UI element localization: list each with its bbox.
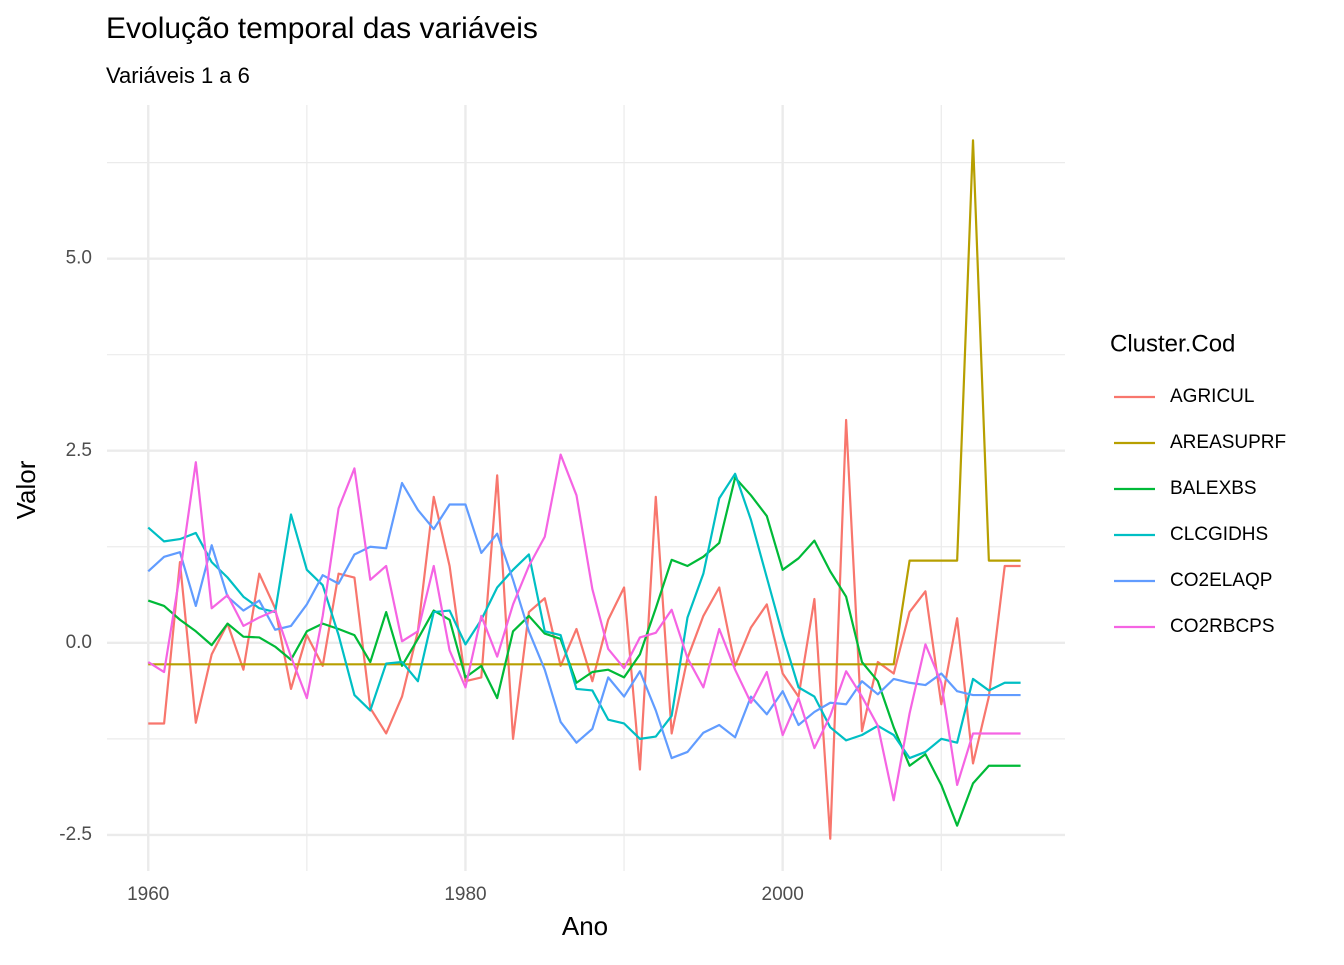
- legend-label: CLCGIDHS: [1170, 524, 1268, 545]
- legend-title: Cluster.Cod: [1110, 330, 1235, 357]
- x-tick-label: 1960: [127, 884, 169, 905]
- y-tick-label: 5.0: [66, 248, 92, 269]
- legend-label: BALEXBS: [1170, 478, 1257, 499]
- series-line: [148, 418, 1021, 840]
- y-axis-label: Valor: [11, 460, 41, 519]
- chart-title: Evolução temporal das variáveis: [106, 12, 538, 45]
- x-tick-label: 2000: [762, 884, 804, 905]
- series-line: [147, 476, 1021, 827]
- legend-label: AGRICUL: [1170, 386, 1254, 407]
- x-tick-label: 1980: [444, 884, 486, 905]
- series-line: [147, 481, 1021, 760]
- y-tick-label: 2.5: [66, 440, 92, 461]
- series-line: [147, 453, 1021, 802]
- legend-label: CO2ELAQP: [1170, 570, 1272, 591]
- y-tick-label: -2.5: [59, 824, 92, 845]
- legend-label: CO2RBCPS: [1170, 616, 1275, 637]
- legend-label: AREASUPRF: [1170, 432, 1286, 453]
- x-axis-label: Ano: [562, 911, 608, 941]
- chart-subtitle: Variáveis 1 a 6: [106, 63, 250, 88]
- series-line: [147, 472, 1021, 760]
- y-tick-label: 0.0: [66, 632, 92, 653]
